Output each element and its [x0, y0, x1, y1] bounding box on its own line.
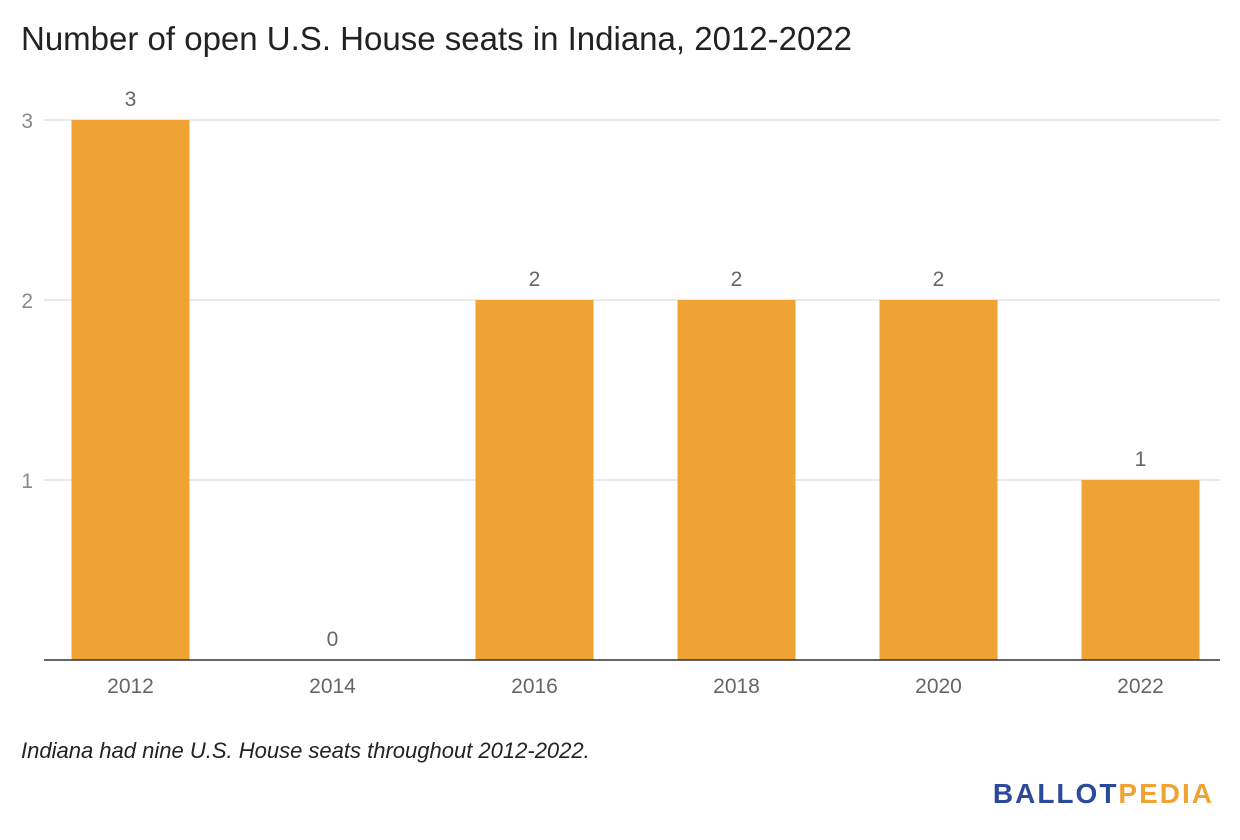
x-tick-label-2022: 2022	[1117, 675, 1164, 698]
logo-text-pedia: PEDIA	[1118, 778, 1214, 809]
logo-text-ballot: BALLOT	[992, 778, 1119, 809]
data-label-2016: 2	[529, 268, 541, 291]
data-label-2014: 0	[327, 628, 339, 651]
bar-2012	[71, 120, 190, 660]
chart-caption: Indiana had nine U.S. House seats throug…	[21, 738, 590, 763]
x-tick-label-2016: 2016	[511, 675, 558, 698]
y-tick-label: 2	[21, 290, 33, 313]
ballotpedia-logo: BALLOTPEDIA	[993, 778, 1214, 810]
x-tick-label-2018: 2018	[713, 675, 760, 698]
data-labels: 3 0 2 2 2 1	[125, 88, 1147, 651]
bars	[71, 120, 1200, 660]
data-label-2018: 2	[731, 268, 743, 291]
bar-2020	[879, 300, 998, 660]
x-tick-label-2014: 2014	[309, 675, 356, 698]
data-label-2020: 2	[933, 268, 945, 291]
x-tick-label-2020: 2020	[915, 675, 962, 698]
data-label-2022: 1	[1135, 448, 1147, 471]
bar-2018	[677, 300, 796, 660]
bar-chart: 1 2 3 3 0 2 2 2 1 2012 2014 2016 2018 2020 2022	[21, 88, 1220, 698]
chart-title: Number of open U.S. House seats in India…	[21, 20, 853, 57]
y-axis-ticks: 1 2 3	[21, 110, 33, 493]
x-axis-ticks: 2012 2014 2016 2018 2020 2022	[107, 675, 1164, 698]
x-tick-label-2012: 2012	[107, 675, 154, 698]
y-tick-label: 3	[21, 110, 33, 133]
bar-2016	[475, 300, 594, 660]
data-label-2012: 3	[125, 88, 137, 111]
gridlines	[44, 119, 1220, 481]
y-tick-label: 1	[21, 470, 33, 493]
bar-2022	[1081, 480, 1200, 660]
